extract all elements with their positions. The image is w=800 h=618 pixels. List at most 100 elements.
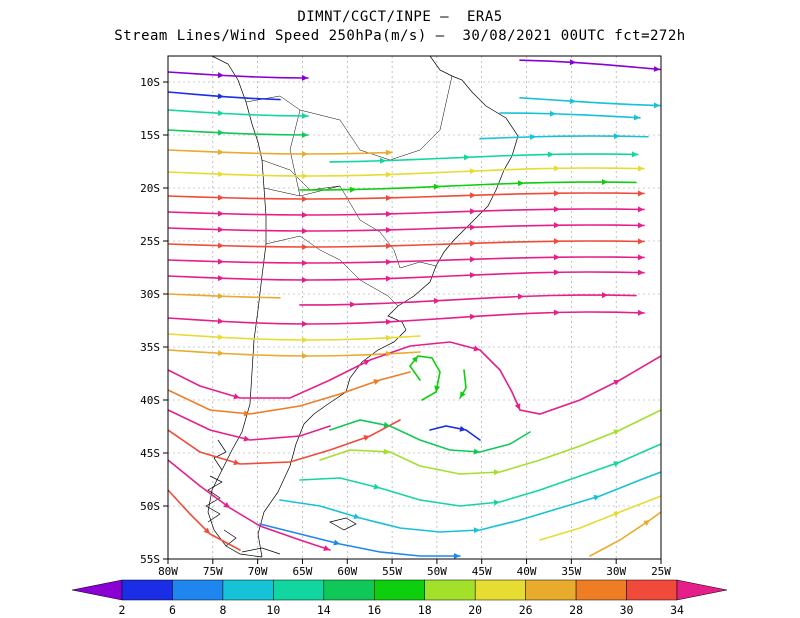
streamline <box>168 349 421 357</box>
streamline <box>519 97 661 107</box>
colorbar-swatch <box>323 579 375 601</box>
lon-tick-label: 70W <box>248 565 268 578</box>
stream-arrow <box>601 292 608 299</box>
stream-arrow <box>553 206 560 213</box>
stream-arrow <box>383 448 390 455</box>
streamline <box>499 112 641 119</box>
streamline <box>168 341 661 415</box>
stream-arrow <box>373 483 380 490</box>
stream-arrow <box>363 360 370 366</box>
stream-arrow <box>633 114 640 121</box>
stream-arrow <box>243 410 250 417</box>
colorbar-swatch <box>273 579 325 601</box>
streamline <box>168 371 411 415</box>
streamline <box>168 311 645 325</box>
streamline <box>299 181 637 191</box>
coastline-falklands <box>329 517 357 531</box>
streamline <box>299 294 637 306</box>
stream-arrow <box>613 461 620 467</box>
lon-tick-label: 80W <box>158 565 178 578</box>
stream-arrow <box>217 72 224 79</box>
stream-arrow <box>385 258 392 265</box>
colorbar-label: 20 <box>468 603 482 617</box>
streamline <box>168 149 393 155</box>
stream-arrow <box>233 393 240 400</box>
streamline <box>299 443 661 507</box>
lat-tick-label: 30S <box>140 288 160 301</box>
streamline <box>168 109 309 117</box>
stream-arrow <box>301 131 308 138</box>
coastline-tierra-del-fuego <box>241 547 281 555</box>
stream-arrow <box>373 379 380 385</box>
stream-arrow <box>349 186 356 193</box>
stream-arrow <box>301 227 308 234</box>
stream-arrow <box>349 301 356 308</box>
colorbar-swatch <box>222 579 274 601</box>
colorbar-label: 6 <box>169 603 176 617</box>
stream-arrow <box>301 336 308 343</box>
stream-arrow <box>653 102 660 109</box>
colorbar-label: 30 <box>620 603 634 617</box>
streamline <box>408 355 441 401</box>
stream-arrow <box>613 380 620 386</box>
stream-arrow <box>233 459 240 466</box>
stream-arrow <box>549 110 556 117</box>
streamline <box>519 59 661 71</box>
colorbar-label: 28 <box>569 603 583 617</box>
stream-arrow <box>473 345 480 352</box>
stream-arrow <box>217 318 224 325</box>
stream-arrow <box>385 194 392 201</box>
stream-arrow <box>454 553 460 559</box>
stream-arrow <box>463 154 470 161</box>
stream-arrow <box>333 539 340 546</box>
colorbar: 2 6 8 10 14 16 18 20 26 28 30 34 <box>71 579 728 617</box>
stream-arrow <box>433 183 440 190</box>
stream-arrow <box>613 429 620 436</box>
streamline <box>479 135 649 140</box>
colorbar-label: 8 <box>219 603 226 617</box>
colorbar-swatch <box>121 579 173 601</box>
stream-arrow <box>469 313 476 320</box>
streamline <box>279 471 661 533</box>
stream-arrow <box>383 421 390 428</box>
streamline <box>168 71 309 79</box>
stream-arrow <box>553 238 560 245</box>
stream-arrow <box>553 309 560 316</box>
colorbar-label: 2 <box>119 603 126 617</box>
stream-arrow <box>385 275 392 282</box>
stream-arrow <box>243 435 250 442</box>
stream-arrow <box>385 318 392 325</box>
stream-arrow <box>473 527 480 534</box>
stream-arrow <box>469 240 476 247</box>
lat-tick-label: 50S <box>140 500 160 513</box>
streamline <box>168 167 645 177</box>
stream-arrow <box>593 494 600 501</box>
stream-arrow <box>223 502 230 508</box>
stream-arrow <box>385 334 392 341</box>
colorbar-label: 18 <box>418 603 432 617</box>
stream-arrow <box>637 269 644 276</box>
lon-tick-label: 25W <box>651 565 671 578</box>
stream-arrow <box>637 206 644 213</box>
stream-arrow <box>203 527 210 534</box>
streamline <box>259 523 461 557</box>
stream-arrow <box>637 190 644 197</box>
colorbar-swatch <box>525 579 577 601</box>
stream-arrow <box>217 129 224 136</box>
stream-arrow <box>217 93 224 100</box>
stream-arrow <box>385 149 392 156</box>
colorbar-label: 34 <box>670 603 684 617</box>
stream-arrow <box>217 293 224 300</box>
stream-arrow <box>433 297 440 304</box>
stream-arrow <box>569 59 576 66</box>
plot-frame <box>167 55 662 560</box>
coastline-east <box>257 56 519 558</box>
colorbar-swatch <box>575 579 627 601</box>
stream-arrow <box>217 258 224 265</box>
streamline <box>168 91 281 101</box>
lon-tick-label: 40W <box>517 565 537 578</box>
stream-arrow <box>469 272 476 279</box>
coastline-west <box>207 56 267 558</box>
streamline <box>319 409 661 475</box>
